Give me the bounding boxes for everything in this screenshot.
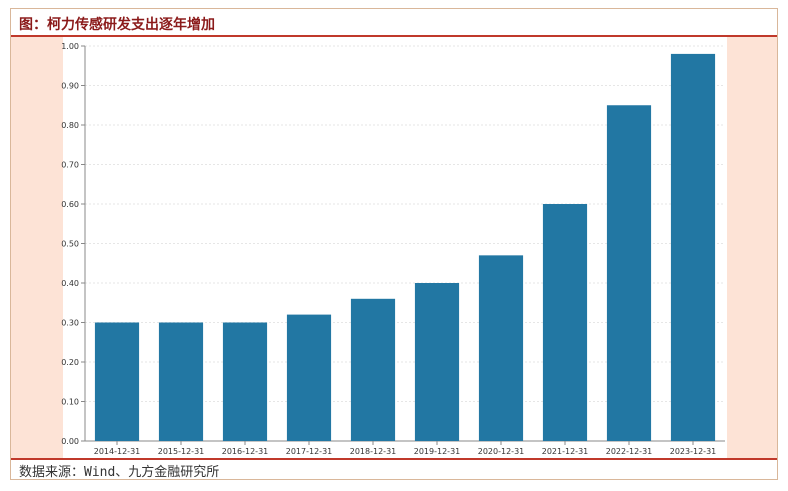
right-side-panel	[727, 37, 777, 458]
y-tick-label: 0.30	[61, 319, 79, 328]
x-tick-label: 2018-12-31	[350, 447, 397, 456]
bar	[286, 314, 332, 441]
y-tick-label: 0.80	[61, 121, 79, 130]
x-tick-label: 2017-12-31	[286, 447, 333, 456]
y-tick-label: 0.40	[61, 279, 79, 288]
bar-chart: 0.00 0.10 0.20 0.30 0.40 0.50 0.60 0.70 0.80 0.90…	[11, 37, 777, 458]
x-tick-label: 2021-12-31	[542, 447, 589, 456]
bar	[414, 283, 460, 441]
bar	[158, 322, 204, 441]
x-tick-label: 2014-12-31	[94, 447, 141, 456]
x-tick-label: 2016-12-31	[222, 447, 269, 456]
chart-area: 0.00 0.10 0.20 0.30 0.40 0.50 0.60 0.70 0.80 0.90…	[11, 37, 777, 458]
bar	[350, 298, 396, 441]
y-tick-label: 0.50	[61, 240, 79, 249]
bar	[670, 53, 716, 442]
y-tick-label: 1.00	[61, 42, 79, 51]
y-tick-label: 0.20	[61, 358, 79, 367]
bar	[606, 105, 652, 441]
bar	[542, 204, 588, 441]
source-note: 数据来源：Wind、九方金融研究所	[19, 465, 220, 480]
y-tick-label: 0.70	[61, 161, 79, 170]
chart-title: 图：柯力传感研发支出逐年增加	[19, 17, 215, 33]
y-tick-label: 0.00	[61, 437, 79, 446]
bar	[94, 322, 140, 441]
y-tick-label: 0.10	[61, 398, 79, 407]
left-side-panel	[11, 37, 63, 458]
bar	[478, 255, 524, 441]
x-tick-label: 2015-12-31	[158, 447, 205, 456]
x-tick-label: 2023-12-31	[670, 447, 717, 456]
x-tick-label: 2020-12-31	[478, 447, 525, 456]
y-tick-label: 0.60	[61, 200, 79, 209]
source-bar: 数据来源：Wind、九方金融研究所	[11, 458, 777, 480]
y-tick-label: 0.90	[61, 82, 79, 91]
bar	[222, 322, 268, 441]
chart-figure: 图：柯力传感研发支出逐年增加 0.00 0.10 0.20 0.30 0.40 0.50 0…	[10, 8, 778, 480]
x-tick-label: 2022-12-31	[606, 447, 653, 456]
x-tick-label: 2019-12-31	[414, 447, 461, 456]
title-bar: 图：柯力传感研发支出逐年增加	[11, 9, 777, 37]
